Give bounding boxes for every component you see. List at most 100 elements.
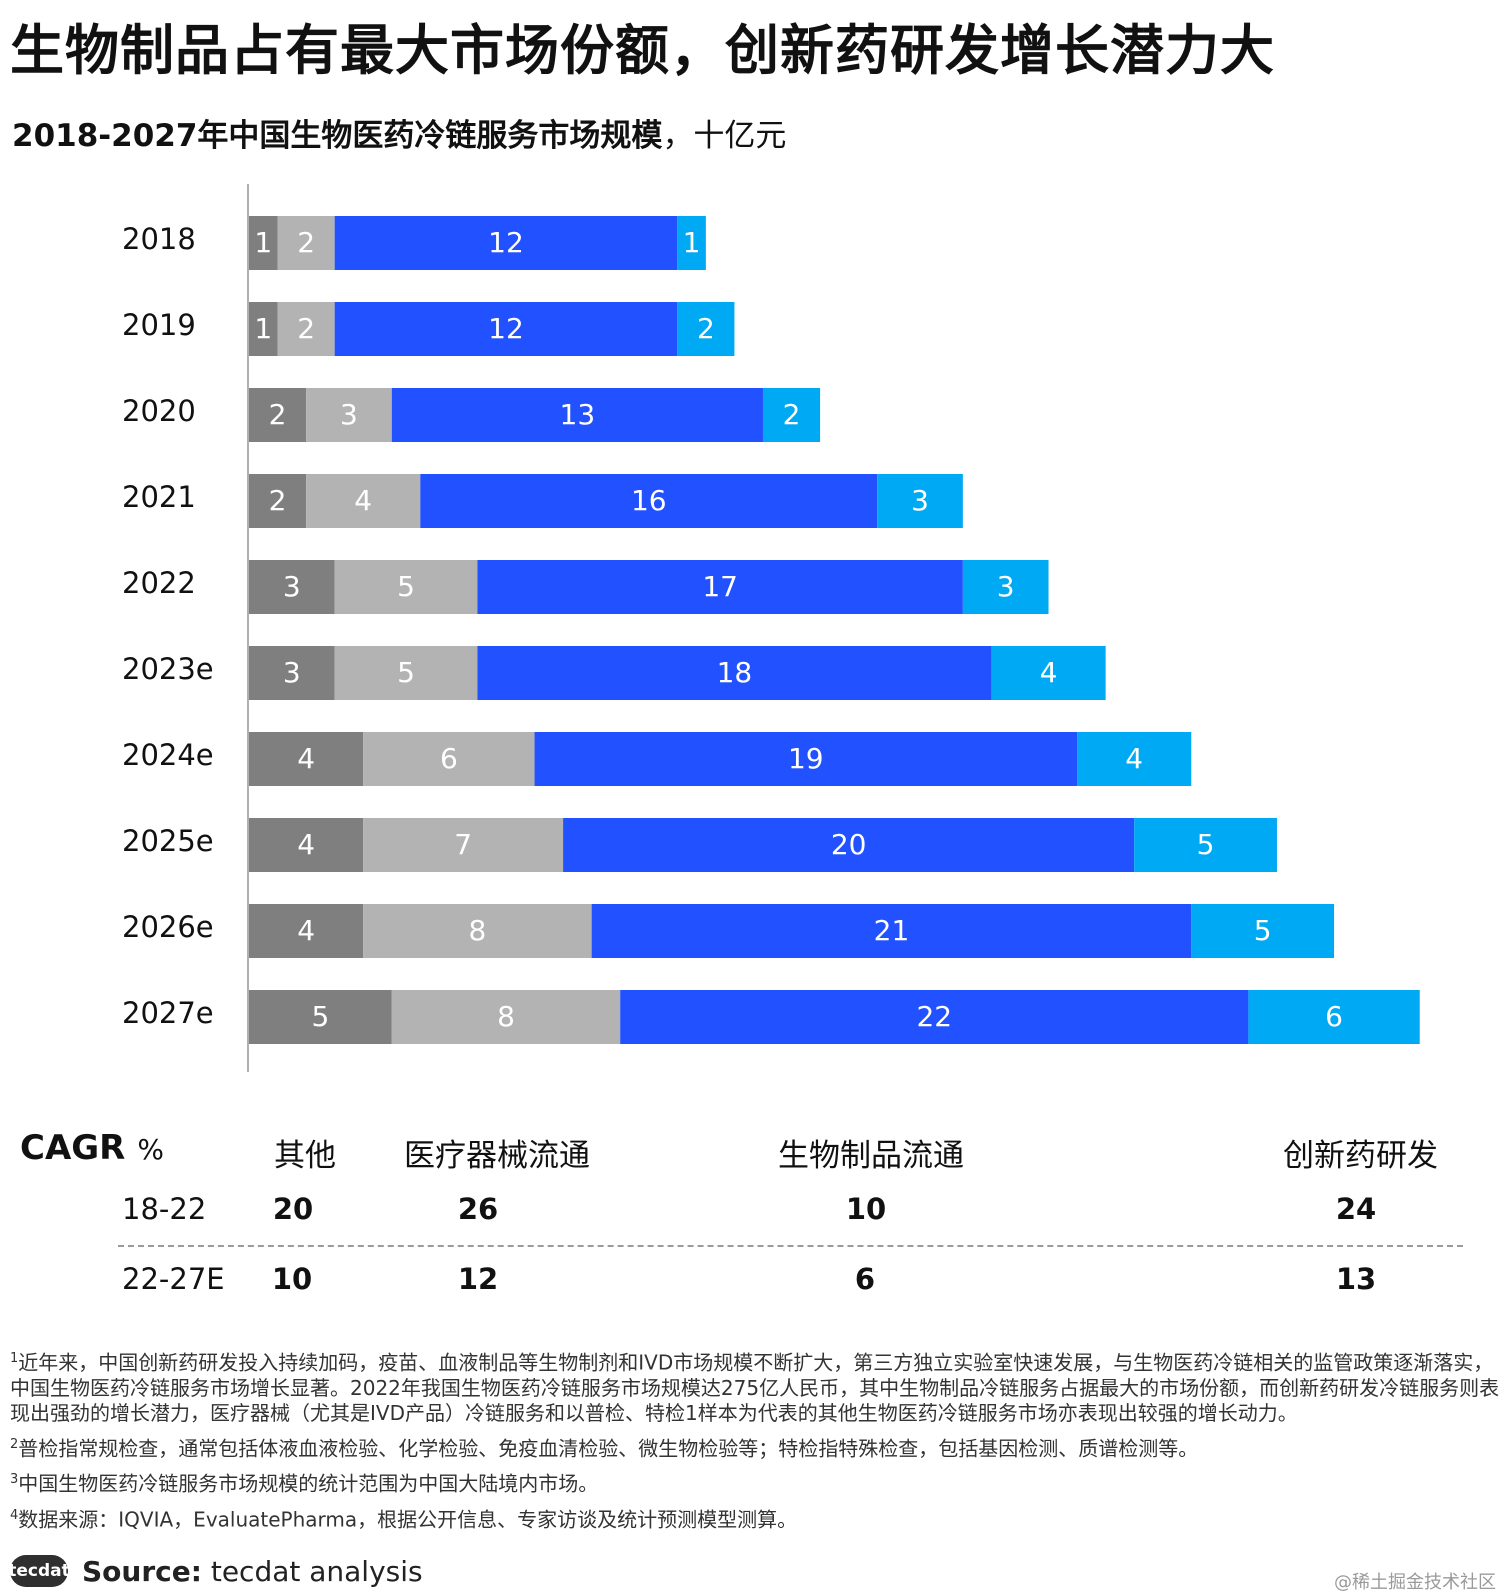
bar-segment <box>277 216 335 270</box>
bar-data-label: 2 <box>697 312 715 345</box>
bar-data-label: 1 <box>254 226 272 259</box>
cagr-value: 20 <box>272 1192 314 1226</box>
bar-data-label: 5 <box>1197 828 1215 861</box>
bar-data-label: 21 <box>874 914 910 947</box>
cagr-value: 24 <box>1335 1192 1377 1226</box>
bar-data-label: 2 <box>297 226 315 259</box>
cagr-value: 10 <box>845 1192 887 1226</box>
bar-segment <box>420 474 878 528</box>
cagr-unit: % <box>137 1133 164 1166</box>
cagr-value: 10 <box>271 1262 313 1296</box>
bar-data-label: 5 <box>397 570 415 603</box>
bar-segment <box>334 302 678 356</box>
bar-data-label: 13 <box>560 398 596 431</box>
bar-data-label: 2 <box>783 398 801 431</box>
bar-data-label: 19 <box>788 742 824 775</box>
cagr-title: CAGR <box>20 1128 126 1168</box>
bar-data-label: 5 <box>311 1000 329 1033</box>
page-title: 生物制品占有最大市场份额，创新药研发增长潜力大 <box>10 19 1275 82</box>
footnote-number: 3 <box>10 1472 19 1488</box>
bar-segment <box>1191 904 1335 958</box>
cagr-value: 6 <box>854 1262 876 1296</box>
bar-segment <box>249 990 392 1044</box>
footnote-text: 数据来源：IQVIA，EvaluatePharma，根据公开信息、专家访谈及统计… <box>18 1507 798 1532</box>
bar-segment <box>249 732 364 786</box>
bar-data-label: 6 <box>1325 1000 1343 1033</box>
category-tick-label: 2024e <box>122 738 214 772</box>
category-tick-label: 2021 <box>122 480 196 514</box>
bar-data-label: 1 <box>683 226 701 259</box>
bar-data-label: 7 <box>454 828 472 861</box>
footnote: 3中国生物医药冷链服务市场规模的统计范围为中国大陆境内市场。 <box>10 1467 1500 1497</box>
bar-data-label: 8 <box>497 1000 515 1033</box>
bar-segment <box>334 646 478 700</box>
subtitle-unit: ，十亿元 <box>662 118 787 154</box>
bar-segment <box>363 904 592 958</box>
bar-data-label: 5 <box>1254 914 1272 947</box>
cagr-header-device: 医疗器械流通 <box>404 1138 590 1174</box>
category-tick-label: 2027e <box>122 996 214 1030</box>
footnote: 2普检指常规检查，通常包括体液血液检验、化学检验、免疫血清检验、微生物检验等；特… <box>10 1432 1500 1462</box>
cagr-value: 26 <box>457 1192 499 1226</box>
source-line: Source: tecdat analysis <box>82 1555 423 1588</box>
bar-segment <box>391 388 763 442</box>
bar-segment <box>477 560 963 614</box>
chart-subtitle: 2018-2027年中国生物医药冷链服务市场规模，十亿元 <box>12 110 786 155</box>
bar-data-label: 3 <box>997 570 1015 603</box>
cagr-value: 12 <box>457 1262 499 1296</box>
bar-segment <box>363 818 564 872</box>
bar-segment <box>249 474 307 528</box>
footer: tecdat Source: tecdat analysis <box>8 1554 423 1588</box>
bar-data-label: 16 <box>631 484 667 517</box>
bar-segment <box>677 216 706 270</box>
bar-segment <box>334 560 478 614</box>
bar-data-label: 3 <box>340 398 358 431</box>
cagr-divider <box>118 1245 1463 1247</box>
bar-segment <box>477 646 992 700</box>
bar-segment <box>249 388 307 442</box>
cagr-row-period: 18-22 <box>122 1192 207 1226</box>
bar-segment <box>591 904 1192 958</box>
bar-data-label: 4 <box>297 914 315 947</box>
category-tick-label: 2018 <box>122 222 196 256</box>
bar-segment <box>249 560 335 614</box>
footnote: 1近年来，中国创新药研发投入持续加码，疫苗、血液制品等生物制剂和IVD市场规模不… <box>10 1346 1500 1426</box>
bar-data-label: 6 <box>440 742 458 775</box>
bar-segment <box>249 302 278 356</box>
bar-segment <box>962 560 1049 614</box>
bar-data-label: 4 <box>1125 742 1143 775</box>
bar-segment <box>762 388 821 442</box>
bar-data-label: 1 <box>254 312 272 345</box>
bar-data-label: 3 <box>911 484 929 517</box>
cagr-header-innovative: 创新药研发 <box>1283 1138 1438 1174</box>
bar-segment <box>249 216 278 270</box>
bar-data-label: 4 <box>1040 656 1058 689</box>
cagr-row-period: 22-27E <box>122 1262 225 1296</box>
bar-segment <box>620 990 1249 1044</box>
bar-data-label: 3 <box>283 570 301 603</box>
bar-data-label: 17 <box>702 570 738 603</box>
bar-segment <box>306 388 392 442</box>
bar-data-label: 8 <box>469 914 487 947</box>
cagr-label: CAGR% <box>20 1128 164 1168</box>
bar-segment <box>534 732 1078 786</box>
footnote-text: 普检指常规检查，通常包括体液血液检验、化学检验、免疫血清检验、微生物检验等；特检… <box>18 1436 1199 1461</box>
cagr-header-other: 其他 <box>274 1138 336 1174</box>
bar-segment <box>563 818 1135 872</box>
footnote-number: 1 <box>10 1351 19 1366</box>
category-tick-label: 2019 <box>122 308 196 342</box>
bar-segment <box>249 646 335 700</box>
bar-segment <box>306 474 421 528</box>
tecdat-logo: tecdat <box>8 1555 70 1587</box>
footnote-text: 近年来，中国创新药研发投入持续加码，疫苗、血液制品等生物制剂和IVD市场规模不断… <box>10 1350 1500 1425</box>
bar-segment <box>363 732 535 786</box>
bar-segment <box>1077 732 1192 786</box>
bar-segment <box>249 904 364 958</box>
cagr-value: 13 <box>1335 1262 1377 1296</box>
bar-data-label: 2 <box>269 484 287 517</box>
bar-data-label: 4 <box>297 742 315 775</box>
bar-segment <box>334 216 678 270</box>
bar-data-label: 12 <box>488 226 524 259</box>
bar-segment <box>1248 990 1420 1044</box>
watermark: @稀土掘金技术社区 <box>1334 1572 1496 1593</box>
